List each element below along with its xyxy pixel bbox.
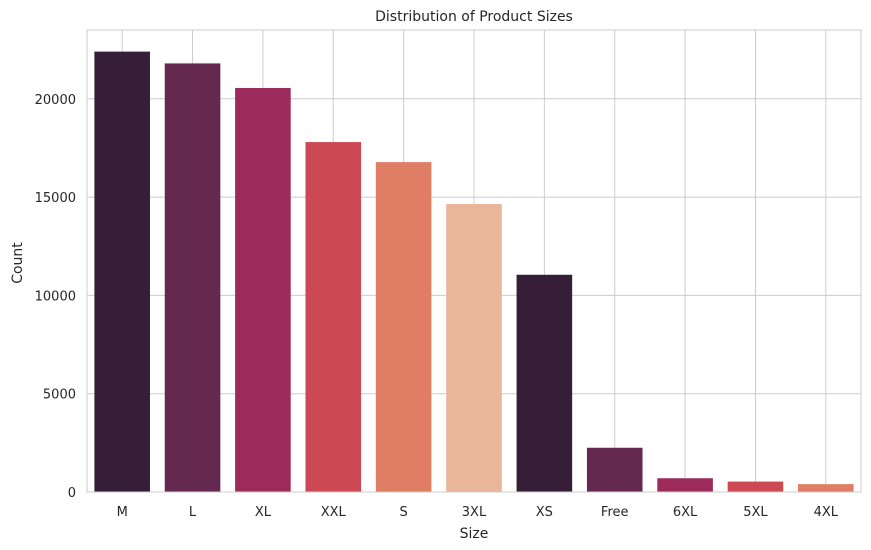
y-tick-label: 0 xyxy=(68,486,76,501)
x-tick-label: XS xyxy=(536,505,553,520)
x-tick-label: 6XL xyxy=(673,505,698,520)
y-tick-label: 10000 xyxy=(35,289,76,304)
x-tick-label: L xyxy=(189,505,197,520)
x-tick-label: 3XL xyxy=(462,505,487,520)
bar-xxl xyxy=(305,142,362,492)
bar-xs xyxy=(516,274,573,492)
x-tick-label: XL xyxy=(255,505,272,520)
bar-6xl xyxy=(657,478,713,492)
y-tick-labels: 0 5000 10000 15000 20000 xyxy=(35,93,76,501)
bars xyxy=(94,51,854,493)
x-tick-label: XXL xyxy=(321,505,347,520)
x-tick-label: Free xyxy=(601,505,629,520)
x-tick-label: M xyxy=(117,505,128,520)
y-tick-label: 5000 xyxy=(43,388,76,403)
bar-xl xyxy=(235,87,291,493)
chart-title: Distribution of Product Sizes xyxy=(375,9,573,25)
y-axis-label: Count xyxy=(10,242,26,284)
bar-5xl xyxy=(727,481,784,492)
x-tick-labels: M L XL XXL S 3XL XS Free 6XL 5XL 4XL xyxy=(117,505,839,520)
bar-3xl xyxy=(446,203,502,492)
x-tick-label: S xyxy=(400,505,408,520)
x-tick-label: 5XL xyxy=(743,505,768,520)
x-tick-label: 4XL xyxy=(814,505,839,520)
y-tick-label: 20000 xyxy=(35,93,76,108)
plot-frame xyxy=(86,29,862,493)
bar-m xyxy=(94,51,150,493)
y-tick-label: 15000 xyxy=(35,191,76,206)
bar-s xyxy=(375,162,432,492)
x-axis-label: Size xyxy=(460,526,489,542)
bar-4xl xyxy=(798,484,854,492)
bar-free xyxy=(586,447,643,492)
bar-l xyxy=(164,63,221,493)
